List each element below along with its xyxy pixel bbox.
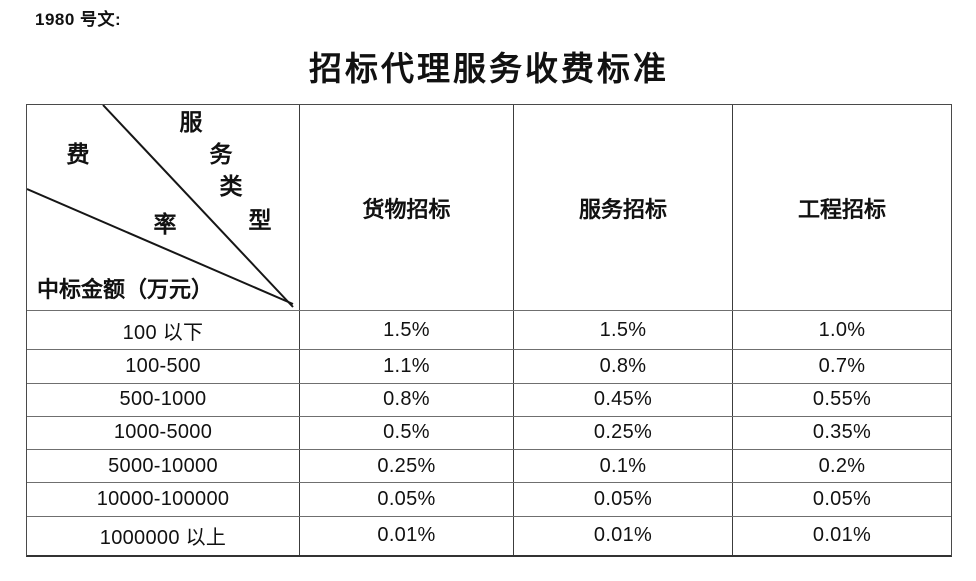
- table-body: 100 以下 1.5% 1.5% 1.0% 100-500 1.1% 0.8% 0.7% 500…: [27, 310, 951, 555]
- page-title: 招标代理服务收费标准: [309, 52, 669, 88]
- table-row: 10000-100000 0.05% 0.05% 0.05%: [27, 482, 951, 516]
- fee-value-cell: 0.8%: [514, 350, 733, 383]
- fee-value-cell: 1.0%: [818, 318, 866, 341]
- column-header-engineering: 工程招标: [797, 196, 886, 222]
- diagonal-line-upper: [102, 105, 294, 308]
- fee-value-cell: 0.55%: [812, 388, 872, 411]
- table-header-row: 服 务 类 型 费 率 中标金额（万元） 货物招标 服务招标 工程招标: [27, 105, 951, 310]
- row-amount-range: 100-500: [27, 350, 300, 383]
- table-row: 5000-10000 0.25% 0.1% 0.2%: [27, 449, 951, 483]
- fee-value-cell: 0.01%: [514, 516, 733, 555]
- fee-value-cell: 0.35%: [812, 421, 872, 444]
- diagonal-header-cell: 服 务 类 型 费 率 中标金额（万元）: [27, 105, 300, 310]
- fee-value-cell: 0.25%: [514, 416, 733, 450]
- row-amount-range: 10000-100000: [27, 483, 300, 516]
- fee-value-cell: 0.01%: [812, 524, 872, 547]
- fee-value-cell: 1.5%: [300, 311, 514, 350]
- fee-rate-char: 费: [66, 142, 90, 167]
- diagonal-line-lower: [27, 188, 294, 305]
- row-amount-range: 5000-10000: [27, 450, 300, 483]
- table-row: 500-1000 0.8% 0.45% 0.55%: [27, 382, 951, 416]
- fee-value-cell: 0.2%: [818, 454, 866, 477]
- column-header-services: 服务招标: [514, 105, 733, 310]
- service-type-char: 类: [219, 174, 243, 199]
- row-amount-range: 1000000 以上: [27, 516, 300, 555]
- fee-rate-char: 率: [153, 212, 177, 237]
- amount-axis-label: 中标金额（万元）: [37, 277, 214, 302]
- row-amount-range: 1000-5000: [27, 416, 300, 450]
- row-amount-range: 100 以下: [27, 311, 300, 350]
- row-amount-range: 500-1000: [27, 383, 300, 416]
- table-row: 100 以下 1.5% 1.5% 1.0%: [27, 310, 951, 350]
- fee-value-cell: 0.01%: [300, 516, 514, 555]
- table-row: 1000000 以上 0.01% 0.01% 0.01%: [27, 515, 951, 555]
- fee-value-cell: 0.45%: [514, 383, 733, 416]
- fee-value-cell: 0.5%: [300, 416, 514, 450]
- fee-value-cell: 0.05%: [812, 488, 872, 511]
- fee-table: 服 务 类 型 费 率 中标金额（万元） 货物招标 服务招标 工程招标 100 …: [26, 104, 952, 557]
- table-row: 1000-5000 0.5% 0.25% 0.35%: [27, 415, 951, 450]
- fee-value-cell: 0.05%: [300, 483, 514, 516]
- fee-value-cell: 0.05%: [514, 483, 733, 516]
- fee-value-cell: 0.25%: [300, 450, 514, 483]
- fee-value-cell: 1.1%: [300, 350, 514, 383]
- diagonal-lines: [27, 105, 294, 308]
- doc-number-label: 1980 号文:: [35, 10, 122, 29]
- fee-value-cell: 0.1%: [514, 450, 733, 483]
- column-header-goods: 货物招标: [300, 105, 514, 310]
- table-row: 100-500 1.1% 0.8% 0.7%: [27, 349, 951, 383]
- fee-value-cell: 0.8%: [300, 383, 514, 416]
- service-type-char: 务: [209, 142, 233, 167]
- fee-value-cell: 1.5%: [514, 311, 733, 350]
- service-type-char: 服: [179, 110, 203, 135]
- fee-value-cell: 0.7%: [818, 354, 866, 377]
- service-type-char: 型: [248, 208, 272, 233]
